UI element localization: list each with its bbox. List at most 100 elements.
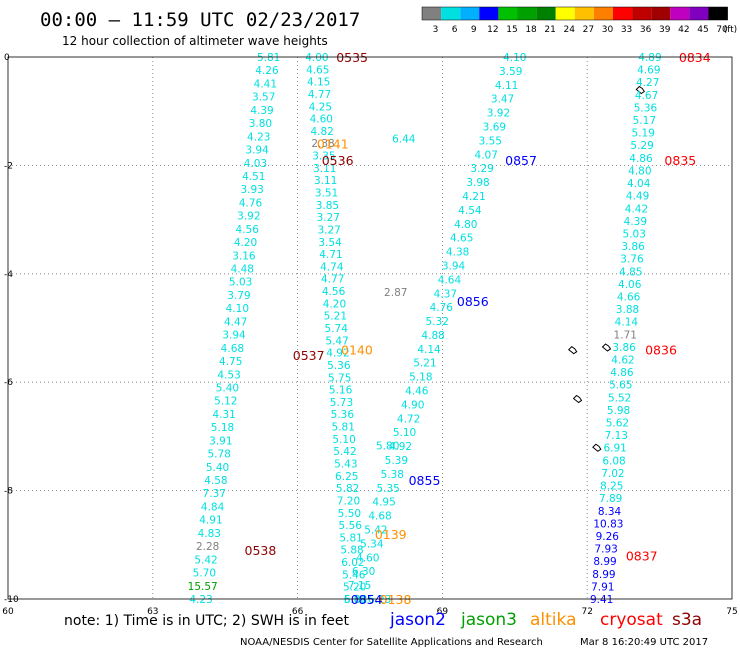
y-tick-label: -8 — [4, 487, 13, 497]
wave-height-value: 3.59 — [499, 66, 522, 78]
wave-height-value: 7.13 — [605, 430, 628, 442]
wave-height-value: 4.60 — [310, 114, 333, 126]
wave-height-value: 5.52 — [608, 392, 631, 404]
wave-height-value: 3.76 — [620, 254, 644, 266]
chart-title: 00:00 – 11:59 UTC 02/23/2017 — [40, 9, 360, 31]
wave-height-value: 4.39 — [624, 216, 647, 228]
wave-height-value: 4.82 — [310, 126, 333, 138]
x-tick-label: 60 — [2, 607, 14, 617]
wave-height-value: 3.80 — [249, 118, 272, 130]
wave-height-value: 7.37 — [203, 488, 226, 500]
wave-height-value: 5.39 — [385, 455, 408, 467]
wave-height-value: 4.49 — [626, 191, 649, 203]
satellite-legend-cryosat: cryosat — [600, 610, 663, 630]
wave-height-value: 5.43 — [334, 459, 357, 471]
wave-height-value: 4.71 — [319, 249, 342, 261]
wave-height-value: 4.84 — [201, 501, 225, 513]
wave-height-value: 5.56 — [339, 520, 363, 532]
scale-swatch — [651, 7, 671, 20]
wave-height-value: 6.01 — [344, 594, 367, 606]
scale-label: 39 — [659, 25, 671, 35]
wave-height-value: 6.08 — [602, 455, 625, 467]
wave-height-value: 4.64 — [438, 274, 462, 286]
wave-height-value: 3.47 — [491, 94, 514, 106]
wave-height-value: 6.25 — [335, 471, 358, 483]
x-tick-label: 66 — [292, 607, 304, 617]
wave-height-value: 4.10 — [226, 303, 249, 315]
pass-time-label: 0139 — [375, 527, 407, 542]
wave-height-value: 9.41 — [590, 594, 613, 606]
wave-height-value: 4.26 — [255, 65, 279, 77]
wave-height-value: 4.65 — [450, 233, 473, 245]
scale-swatch — [422, 7, 442, 20]
scale-label: 3 — [433, 25, 439, 35]
wave-height-value: 3.86 — [612, 342, 636, 354]
wave-height-value: 5.88 — [340, 545, 363, 557]
scale-swatch — [479, 7, 499, 20]
wave-height-value: 5.21 — [413, 358, 436, 370]
wave-height-value: 4.83 — [198, 528, 221, 540]
wave-height-value: 4.67 — [635, 90, 658, 102]
wave-height-value: 1.71 — [614, 329, 637, 341]
pass-time-label: 0836 — [645, 343, 677, 358]
wave-height-value: 4.42 — [625, 203, 648, 215]
wave-height-value: 5.98 — [607, 405, 630, 417]
wave-height-value: 5.50 — [338, 508, 361, 520]
wave-height-value: 5.65 — [609, 380, 632, 392]
pass-time-label: 0834 — [679, 50, 711, 65]
coastline-fragment — [601, 343, 612, 352]
wave-height-value: 4.39 — [250, 105, 273, 117]
wave-height-value: 4.60 — [356, 552, 379, 564]
wave-height-value: 5.34 — [360, 538, 384, 550]
wave-height-value: 5.10 — [332, 434, 355, 446]
wave-height-value: 6.91 — [603, 443, 626, 455]
wave-height-value: 3.54 — [318, 237, 342, 249]
scale-label: 24 — [564, 25, 576, 35]
wave-height-value: 3.94 — [222, 330, 246, 342]
pass-time-label: 0141 — [317, 137, 349, 152]
wave-height-value: 5.32 — [426, 316, 449, 328]
wave-height-value: 4.86 — [610, 367, 634, 379]
wave-height-value: 7.91 — [591, 581, 614, 593]
satellite-legend-jason3: jason3 — [460, 610, 517, 630]
wave-height-value: 4.11 — [495, 80, 518, 92]
scale-swatch — [555, 7, 575, 20]
wave-height-value: 15.57 — [188, 581, 218, 593]
wave-height-value: 8.25 — [600, 481, 623, 493]
scale-label: 9 — [471, 25, 477, 35]
wave-height-value: 5.42 — [364, 525, 387, 537]
scale-label: 21 — [544, 25, 555, 35]
wave-height-value: 4.54 — [458, 205, 482, 217]
plot-area: 60 63 66 69 72 750-2-4-6-8-105.814.264.413.57… — [2, 50, 737, 617]
wave-height-value: 4.95 — [372, 497, 395, 509]
wave-height-value: 3.92 — [487, 108, 510, 120]
wave-height-value: 10.83 — [593, 518, 623, 530]
wave-height-value: 2.87 — [384, 287, 407, 299]
wave-height-value: 4.27 — [636, 77, 659, 89]
wave-height-value: 4.48 — [231, 264, 254, 276]
wave-height-value: 3.16 — [232, 250, 256, 262]
wave-height-value: 5.81 — [257, 52, 280, 64]
wave-height-value: 5.80 — [376, 440, 399, 452]
scale-label: 12 — [487, 25, 498, 35]
wave-height-value: 4.69 — [637, 65, 660, 77]
scale-unit: (ft) — [724, 25, 738, 35]
wave-height-value: 3.35 — [312, 151, 335, 163]
pass-time-label: 0857 — [505, 153, 537, 168]
wave-height-value: 3.88 — [616, 304, 639, 316]
wave-height-value: 4.86 — [629, 153, 653, 165]
scale-swatch — [708, 7, 728, 20]
wave-height-value: 5.73 — [330, 397, 353, 409]
wave-height-value: 4.75 — [219, 356, 242, 368]
y-tick-label: -10 — [4, 595, 19, 605]
pass-time-label: 0536 — [322, 153, 354, 168]
scale-label: 45 — [697, 25, 708, 35]
wave-height-value: 4.56 — [236, 224, 260, 236]
wave-height-value: 5.38 — [381, 469, 404, 481]
wave-height-value: 3.94 — [245, 145, 269, 157]
wave-height-value: 5.35 — [376, 483, 399, 495]
wave-height-value: 5.74 — [325, 323, 349, 335]
wave-height-value: 3.11 — [314, 175, 337, 187]
wave-height-value: 4.04 — [627, 178, 651, 190]
pass-time-label: 0537 — [293, 348, 325, 363]
